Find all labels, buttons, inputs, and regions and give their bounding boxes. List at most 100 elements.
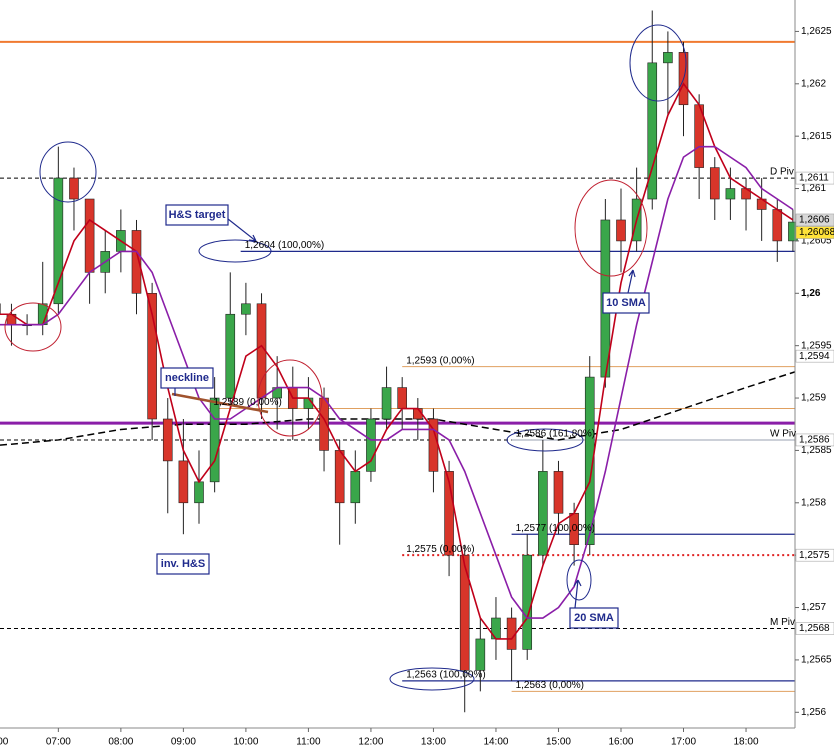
highlight-circle	[198, 239, 272, 263]
candle-body	[522, 554, 533, 650]
level-label: 1,2589 (0,00%)	[213, 397, 281, 408]
x-tick-label: 15:00	[546, 737, 571, 748]
highlight-circle	[566, 559, 592, 601]
overlay: H&S target neckline inv. H&S 10 SMA 20 S…	[4, 24, 796, 691]
candle-body	[350, 471, 361, 504]
candle-body	[194, 481, 204, 504]
candle-body	[647, 62, 658, 200]
sma-line	[0, 82, 794, 640]
candle-body	[428, 418, 439, 472]
price-tag-label: 1,2611	[799, 173, 829, 184]
candle-body	[225, 313, 236, 399]
annotation-box	[165, 204, 229, 226]
annotation-text: inv. H&S	[161, 558, 205, 570]
price-tag-label: 1,26068	[799, 227, 834, 238]
level-label: 1,2563 (100,00%)	[406, 670, 486, 681]
x-tick-label: 12:00	[358, 737, 383, 748]
price-tag-label: 1,2586	[799, 435, 830, 446]
x-tick-label: 11:00	[296, 737, 321, 748]
x-tick-label: 16:00	[608, 737, 633, 748]
candle-body	[366, 418, 376, 472]
y-tick-label: 1,259	[801, 393, 826, 404]
highlight-circle	[506, 428, 584, 452]
level-label: 1,2577 (100,00%)	[516, 523, 596, 534]
price-tag	[795, 548, 834, 562]
highlight-circle	[629, 24, 687, 102]
price-tag-label: 1,2568	[799, 623, 830, 634]
candle-body	[241, 303, 251, 315]
candle-body	[69, 177, 79, 200]
annotation-box	[569, 607, 619, 629]
price-tag-label: 1,2606	[799, 215, 830, 226]
candle-body	[178, 460, 189, 504]
highlight-circle	[574, 179, 648, 277]
price-tag-label: 1,2575	[799, 550, 830, 561]
candle-body	[553, 471, 564, 514]
candle-body	[381, 387, 392, 420]
neckline-trendline	[171, 392, 269, 414]
price-tag	[795, 171, 834, 185]
level-label: 1,2593 (0,00%)	[406, 355, 474, 366]
candle-body	[725, 188, 736, 200]
price-tag	[795, 622, 834, 635]
y-tick-label: 1,256	[801, 707, 826, 718]
candle-body	[459, 554, 470, 671]
candle-body	[663, 52, 673, 64]
arrow	[573, 579, 582, 609]
y-tick-label: 1,261	[801, 183, 826, 194]
annotation-text: 10 SMA	[606, 297, 646, 309]
highlight-circle	[4, 302, 62, 352]
annotation-text: H&S target	[169, 209, 226, 221]
sma-line	[0, 145, 794, 619]
long-ma-line	[0, 371, 796, 446]
annotation-box	[160, 367, 214, 389]
level-label: 1,2604 (100,00%)	[245, 240, 325, 251]
level-label: 1,2575 (0,00%)	[406, 544, 474, 555]
plot-area	[0, 10, 798, 713]
candle-body	[397, 387, 407, 409]
candle-body	[444, 471, 454, 556]
candle-body	[709, 167, 720, 200]
arrow	[627, 269, 636, 294]
level-label: 1,2586 (161,80%)	[516, 429, 596, 440]
annotation-text: 20 SMA	[574, 612, 614, 624]
annotation-text: neckline	[165, 372, 209, 384]
x-tick-label: 10:00	[233, 737, 258, 748]
price-tag	[795, 226, 834, 239]
candle-body	[162, 418, 173, 462]
candle-body	[475, 638, 486, 671]
x-tick-label: 13:00	[421, 737, 446, 748]
candle-body	[53, 177, 64, 305]
candle-body	[538, 471, 548, 556]
x-tick-label: 07:00	[46, 737, 71, 748]
y-tick-label: 1,26	[801, 288, 821, 299]
candle-body	[84, 198, 95, 273]
x-tick-label: 18:00	[734, 737, 759, 748]
price-tag	[795, 349, 834, 363]
candle-body	[131, 230, 142, 294]
x-tick-label: 09:00	[171, 737, 196, 748]
y-tick-label: 1,2615	[801, 131, 832, 142]
highlight-circle	[257, 359, 323, 437]
highlight-circle	[39, 141, 97, 203]
price-tag	[795, 213, 834, 227]
y-tick-label: 1,2605	[801, 236, 832, 247]
x-tick-label: 14:00	[483, 737, 508, 748]
x-tick-label: 17:00	[671, 737, 696, 748]
price-tag	[795, 433, 834, 447]
pivot-label: W Piv	[770, 429, 796, 440]
annotation-box	[602, 292, 650, 314]
candle-body	[616, 219, 626, 242]
annotation-box	[156, 553, 210, 575]
x-tick-label: 06:00	[0, 737, 9, 748]
arrow	[227, 218, 257, 242]
price-tag-label: 1,2594	[799, 351, 830, 362]
candle-body	[147, 292, 157, 420]
y-tick-label: 1,262	[801, 78, 826, 89]
y-tick-label: 1,258	[801, 497, 826, 508]
candle-body	[334, 450, 345, 504]
pivot-label: D Piv	[770, 167, 794, 178]
y-tick-label: 1,2585	[801, 445, 832, 456]
